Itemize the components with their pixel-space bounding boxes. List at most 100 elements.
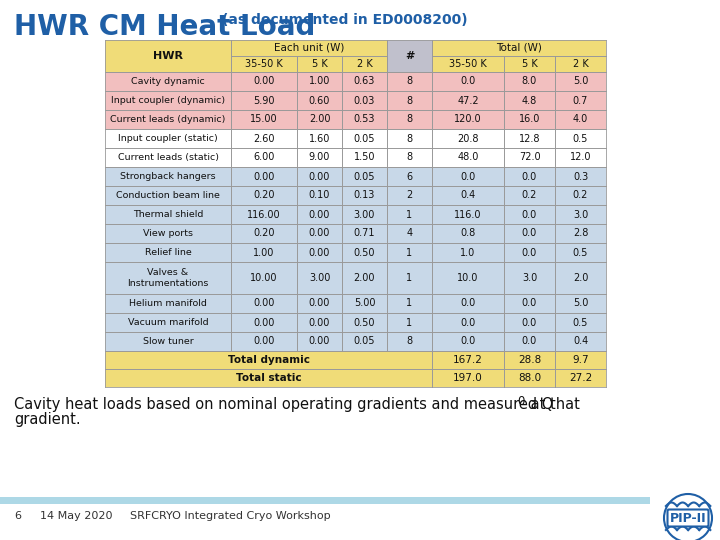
Bar — [297, 72, 342, 91]
Bar — [432, 110, 504, 129]
Text: at that: at that — [526, 397, 580, 412]
Bar — [105, 205, 231, 224]
Text: 3.00: 3.00 — [354, 210, 375, 219]
Text: 48.0: 48.0 — [457, 152, 479, 163]
Bar — [342, 224, 387, 243]
Text: 0.20: 0.20 — [253, 191, 275, 200]
Bar — [342, 72, 387, 91]
Bar — [297, 91, 342, 110]
Text: 28.8: 28.8 — [518, 355, 541, 365]
Text: 0.00: 0.00 — [253, 172, 275, 181]
Bar — [297, 167, 342, 186]
Bar — [555, 313, 606, 332]
Text: 4.0: 4.0 — [573, 114, 588, 125]
Bar — [555, 369, 606, 387]
Bar — [555, 294, 606, 313]
Text: 0.0: 0.0 — [522, 318, 537, 327]
Bar — [432, 351, 504, 369]
Text: 5.0: 5.0 — [573, 77, 588, 86]
Bar — [504, 313, 555, 332]
Bar — [387, 243, 432, 262]
Bar — [432, 129, 504, 148]
Bar — [504, 294, 555, 313]
Text: 1: 1 — [406, 299, 413, 308]
Text: PIP-II: PIP-II — [670, 511, 706, 524]
Text: 27.2: 27.2 — [569, 373, 592, 383]
Bar — [297, 129, 342, 148]
Text: 9.7: 9.7 — [572, 355, 589, 365]
Text: Helium manifold: Helium manifold — [129, 299, 207, 308]
Bar — [105, 294, 231, 313]
Bar — [432, 167, 504, 186]
Text: 1.50: 1.50 — [354, 152, 375, 163]
Text: 0.0: 0.0 — [460, 336, 476, 347]
Text: Total (W): Total (W) — [496, 43, 542, 53]
Text: 5.00: 5.00 — [354, 299, 375, 308]
Text: 120.0: 120.0 — [454, 114, 482, 125]
Bar — [432, 72, 504, 91]
Bar — [297, 294, 342, 313]
Text: Slow tuner: Slow tuner — [143, 337, 194, 346]
Bar — [432, 40, 606, 56]
Bar — [342, 129, 387, 148]
Bar — [387, 40, 432, 72]
Text: 2 K: 2 K — [572, 59, 588, 69]
Text: 3.0: 3.0 — [573, 210, 588, 219]
Bar — [231, 224, 297, 243]
Text: 0.00: 0.00 — [309, 228, 330, 239]
Bar — [297, 224, 342, 243]
Text: Cavity dynamic: Cavity dynamic — [131, 77, 205, 86]
Text: 2 K: 2 K — [356, 59, 372, 69]
Text: Valves &
Instrumentations: Valves & Instrumentations — [127, 268, 209, 288]
Bar — [342, 332, 387, 351]
Text: Current leads (dynamic): Current leads (dynamic) — [110, 115, 225, 124]
Bar — [504, 205, 555, 224]
Text: 2.00: 2.00 — [354, 273, 375, 283]
Text: 0.0: 0.0 — [522, 299, 537, 308]
Text: 0.00: 0.00 — [309, 336, 330, 347]
Text: SRFCRYO Integrated Cryo Workshop: SRFCRYO Integrated Cryo Workshop — [130, 511, 330, 521]
Text: 2.00: 2.00 — [309, 114, 330, 125]
Text: 0.00: 0.00 — [309, 210, 330, 219]
Bar — [231, 167, 297, 186]
Bar — [297, 205, 342, 224]
Bar — [231, 91, 297, 110]
Text: 0.4: 0.4 — [460, 191, 476, 200]
Text: 0.2: 0.2 — [573, 191, 588, 200]
Bar — [297, 262, 342, 294]
Bar — [105, 351, 432, 369]
Bar — [504, 186, 555, 205]
Bar — [432, 243, 504, 262]
Bar — [342, 91, 387, 110]
Bar — [504, 72, 555, 91]
Text: 0.20: 0.20 — [253, 228, 275, 239]
Text: 35-50 K: 35-50 K — [245, 59, 283, 69]
Bar — [555, 110, 606, 129]
Bar — [342, 148, 387, 167]
Bar — [504, 110, 555, 129]
Bar — [504, 224, 555, 243]
Text: 47.2: 47.2 — [457, 96, 479, 105]
Bar — [342, 186, 387, 205]
Text: 0.10: 0.10 — [309, 191, 330, 200]
Text: 0.0: 0.0 — [460, 77, 476, 86]
Text: 0.0: 0.0 — [522, 210, 537, 219]
Text: 10.0: 10.0 — [457, 273, 479, 283]
Text: 0.4: 0.4 — [573, 336, 588, 347]
Bar — [432, 313, 504, 332]
Bar — [387, 205, 432, 224]
Text: 0.71: 0.71 — [354, 228, 375, 239]
Bar — [504, 91, 555, 110]
Bar — [504, 262, 555, 294]
Bar — [105, 369, 432, 387]
Bar — [432, 332, 504, 351]
Text: 1: 1 — [406, 210, 413, 219]
Bar — [105, 91, 231, 110]
Bar — [555, 56, 606, 72]
Text: Cavity heat loads based on nominal operating gradients and measured Q: Cavity heat loads based on nominal opera… — [14, 397, 554, 412]
Bar — [432, 56, 504, 72]
Text: Current leads (static): Current leads (static) — [117, 153, 218, 162]
Bar — [231, 313, 297, 332]
Bar — [555, 351, 606, 369]
Text: 6.00: 6.00 — [253, 152, 275, 163]
